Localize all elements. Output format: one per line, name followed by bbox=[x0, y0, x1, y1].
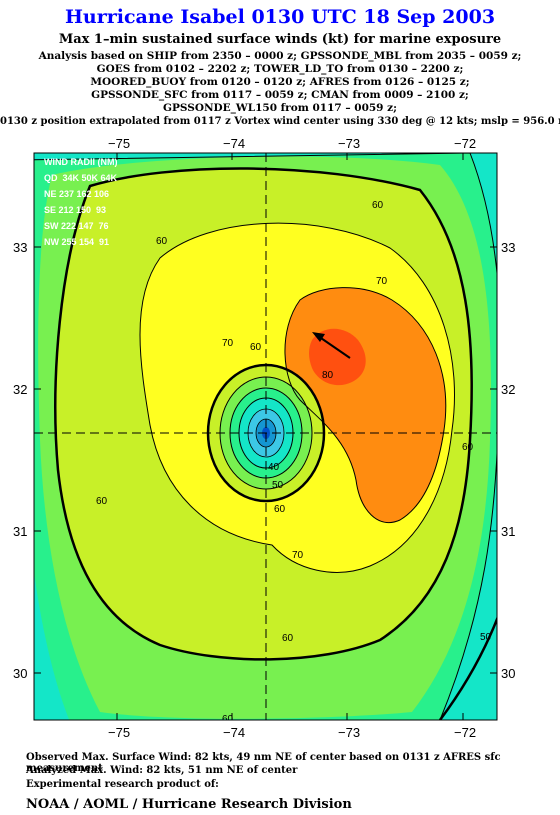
contour-label: 80 bbox=[322, 370, 334, 381]
storm-motion-arrow bbox=[312, 332, 351, 359]
contour-label: 60 bbox=[222, 714, 234, 725]
contour-label: 40 bbox=[268, 462, 280, 473]
lat-tick-left: 33 bbox=[13, 240, 27, 255]
wind-radii-row: NE 237 162 106 bbox=[44, 189, 109, 199]
contour-label-group: 60 60 60 60 60 60 70 70 70 80 50 40 60 5… bbox=[96, 200, 492, 725]
contour-label: 60 bbox=[156, 236, 168, 247]
lon-tick-bottom: −72 bbox=[454, 725, 476, 740]
wind-radii-columns: QD 34K 50K 64K bbox=[44, 173, 118, 183]
source-line-4: GPSSONDE_SFC from 0117 – 0059 z; CMAN fr… bbox=[91, 89, 469, 101]
lat-tick-left: 30 bbox=[13, 666, 27, 681]
contour-label: 60 bbox=[372, 200, 384, 211]
lon-tick-top: −73 bbox=[338, 136, 360, 151]
contour-label: 50 bbox=[272, 480, 284, 491]
lon-tick-top: −75 bbox=[108, 136, 130, 151]
source-line-2: GOES from 0102 – 2202 z; TOWER_LD_TO fro… bbox=[96, 63, 464, 75]
tick-marks bbox=[34, 153, 497, 720]
experimental-note: Experimental research product of: bbox=[26, 779, 219, 790]
contour-label: 60 bbox=[250, 342, 262, 353]
analyzed-max-wind: Analyzed Max. Wind: 82 kts, 51 nm NE of … bbox=[26, 765, 298, 776]
contour-label: 60 bbox=[274, 504, 286, 515]
contour-label: 70 bbox=[222, 338, 234, 349]
contour-label: 60 bbox=[96, 496, 108, 507]
lon-tick-bottom: −73 bbox=[338, 725, 360, 740]
credit-line: NOAA / AOML / Hurricane Research Divisio… bbox=[26, 797, 352, 812]
plot-frame bbox=[33, 152, 498, 721]
lon-tick-bottom: −74 bbox=[223, 725, 245, 740]
contour-label: 70 bbox=[376, 276, 388, 287]
lat-tick-right: 31 bbox=[501, 524, 515, 539]
lon-tick-top: −74 bbox=[223, 136, 245, 151]
lat-tick-right: 33 bbox=[501, 240, 515, 255]
contour-label: 70 bbox=[292, 550, 304, 561]
contour-label: 50 bbox=[480, 632, 492, 643]
observed-max-wind: Observed Max. Surface Wind: 82 kts, 49 n… bbox=[26, 752, 501, 774]
lon-tick-top: −72 bbox=[454, 136, 476, 151]
source-line-5: GPSSONDE_WL150 from 0117 – 0059 z; bbox=[163, 102, 397, 114]
wind-field: 60 60 60 60 60 60 70 70 70 80 50 40 60 5… bbox=[34, 153, 497, 725]
wind-radii-table: WIND RADII (NM) QD 34K 50K 64K NE 237 16… bbox=[44, 157, 118, 247]
lat-tick-right: 30 bbox=[501, 666, 515, 681]
wind-radii-row: SW 222 147 76 bbox=[44, 221, 109, 231]
lat-tick-left: 31 bbox=[13, 524, 27, 539]
wind-radii-row: NW 255 154 91 bbox=[44, 237, 109, 247]
lat-tick-left: 32 bbox=[13, 382, 27, 397]
wind-radii-header: WIND RADII (NM) bbox=[44, 157, 118, 167]
contour-label: 60 bbox=[462, 442, 474, 453]
lon-tick-bottom: −75 bbox=[108, 725, 130, 740]
map-title: Hurricane Isabel 0130 UTC 18 Sep 2003 bbox=[64, 6, 496, 28]
extrapolation-note: 0130 z position extrapolated from 0117 z… bbox=[0, 116, 560, 127]
source-line-1: Analysis based on SHIP from 2350 – 0000 … bbox=[38, 50, 522, 62]
wind-field-map: 60 60 60 60 60 60 70 70 70 80 50 40 60 5… bbox=[13, 136, 515, 740]
wind-band-90 bbox=[309, 328, 366, 386]
map-subtitle: Max 1–min sustained surface winds (kt) f… bbox=[58, 32, 502, 47]
wind-radii-row: SE 212 150 93 bbox=[44, 205, 106, 215]
source-line-3: MOORED_BUOY from 0120 – 0120 z; AFRES fr… bbox=[90, 76, 470, 88]
lat-tick-right: 32 bbox=[501, 382, 515, 397]
contour-label: 60 bbox=[282, 633, 294, 644]
